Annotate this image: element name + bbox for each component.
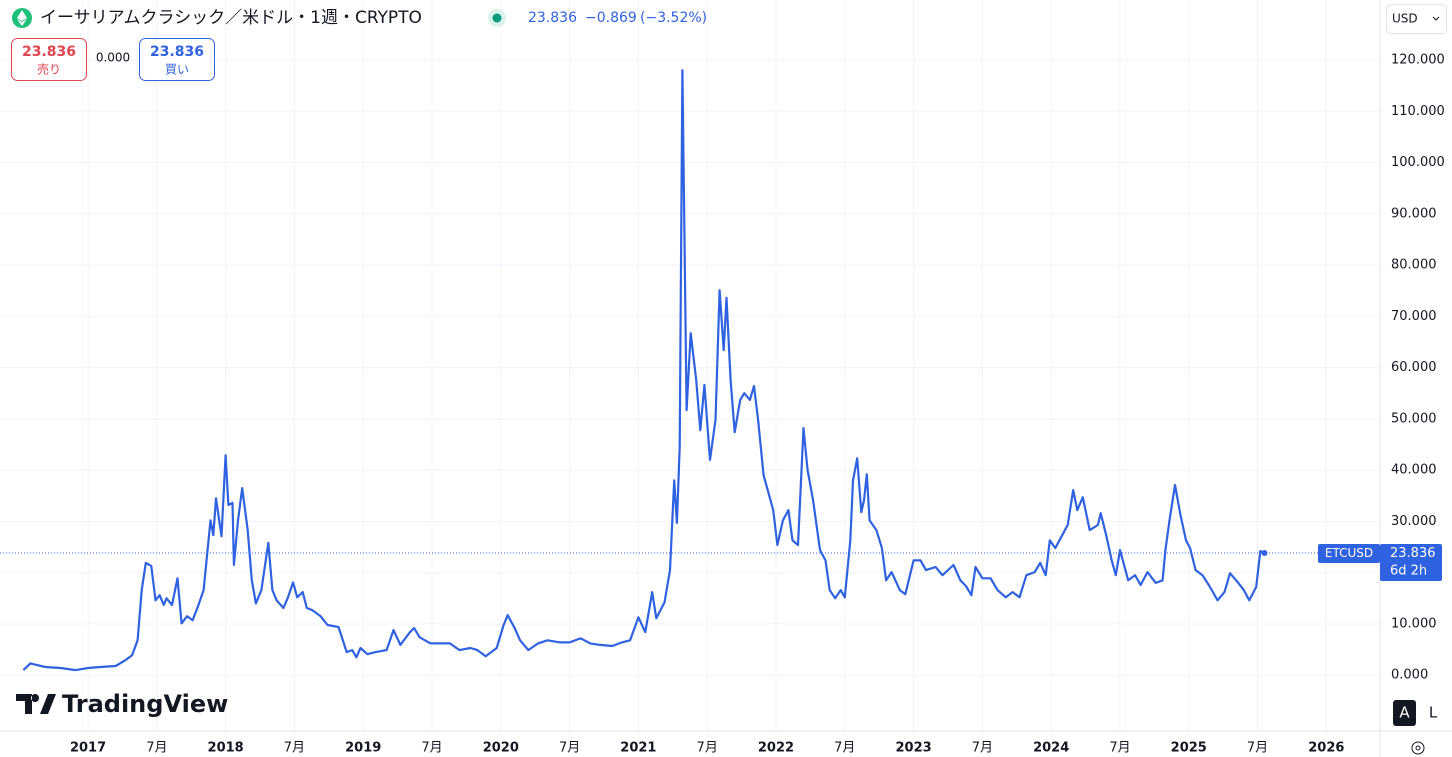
spread: 0.000 <box>96 51 130 65</box>
x-tick-label: 2023 <box>895 741 931 756</box>
y-tick-label: 40.000 <box>1391 463 1437 478</box>
y-tick-label: 10.000 <box>1391 616 1437 631</box>
status-dot <box>492 13 502 23</box>
x-tick-label: 7月 <box>972 741 993 756</box>
x-tick-label: 2024 <box>1033 741 1069 756</box>
last-price-dot <box>1261 549 1268 556</box>
price-tag-countdown: 6d 2h <box>1390 563 1427 578</box>
y-tick-label: 70.000 <box>1391 309 1437 324</box>
x-tick-label: 2018 <box>208 741 244 756</box>
buy-label[interactable]: 買い <box>165 63 189 77</box>
x-tick-label: 2017 <box>70 741 106 756</box>
sell-button[interactable] <box>11 38 87 81</box>
x-tick-label: 2020 <box>483 741 519 756</box>
x-tick-label: 2022 <box>758 741 794 756</box>
x-tick-label: 7月 <box>284 741 305 756</box>
y-tick-label: 30.000 <box>1391 514 1437 529</box>
y-tick-label: 90.000 <box>1391 206 1437 221</box>
sell-label[interactable]: 売り <box>37 62 61 77</box>
price-line <box>22 69 1265 672</box>
sell-price[interactable]: 23.836 <box>22 44 76 60</box>
currency-label[interactable]: USD <box>1392 12 1418 26</box>
currency-select[interactable] <box>1386 4 1447 34</box>
header-change: −0.869 <box>585 10 637 26</box>
x-tick-label: 7月 <box>1109 741 1130 756</box>
y-tick-label: 60.000 <box>1391 360 1437 375</box>
dropdown-arrow[interactable] <box>1432 16 1440 21</box>
y-tick-label: 0.000 <box>1391 668 1428 683</box>
x-tick-label: 7月 <box>834 741 855 756</box>
chart-title: イーサリアムクラシック／米ドル・1週・CRYPTO <box>40 8 422 28</box>
symbol-tag-label: ETCUSD <box>1325 546 1373 560</box>
price-tag-value: 23.836 <box>1390 546 1436 561</box>
x-tick-label: 2025 <box>1171 741 1207 756</box>
buy-price[interactable]: 23.836 <box>150 44 204 60</box>
auto-scale-label[interactable]: A <box>1399 704 1410 722</box>
price-tag <box>1380 543 1442 581</box>
header-change-pct: (−3.52%) <box>640 10 707 26</box>
y-tick-label: 100.000 <box>1391 155 1445 170</box>
auto-scale-button[interactable] <box>1393 700 1416 726</box>
x-tick-label: 7月 <box>1247 741 1268 756</box>
logo-text: TradingView <box>62 690 228 718</box>
y-tick-label: 50.000 <box>1391 411 1437 426</box>
x-tick-label: 2021 <box>620 741 656 756</box>
log-scale-label[interactable]: L <box>1429 704 1438 722</box>
buy-button[interactable] <box>139 38 215 81</box>
y-tick-label: 80.000 <box>1391 258 1437 273</box>
logo-icon <box>16 694 56 714</box>
y-tick-label: 120.000 <box>1391 52 1445 67</box>
x-tick-label: 7月 <box>559 741 580 756</box>
header-price: 23.836 <box>528 10 577 26</box>
x-tick-label: 7月 <box>697 741 718 756</box>
x-tick-label: 7月 <box>146 741 167 756</box>
plot <box>0 69 1380 672</box>
symbol-icon-glyph <box>17 10 27 26</box>
symbol-tag <box>1318 543 1380 563</box>
settings-icon[interactable] <box>1415 745 1421 751</box>
grid <box>0 0 1380 731</box>
x-tick-label: 2026 <box>1308 741 1344 756</box>
settings-icon[interactable] <box>1411 741 1425 755</box>
y-tick-label: 110.000 <box>1391 104 1445 119</box>
x-tick-label: 2019 <box>345 741 381 756</box>
x-tick-label: 7月 <box>421 741 442 756</box>
